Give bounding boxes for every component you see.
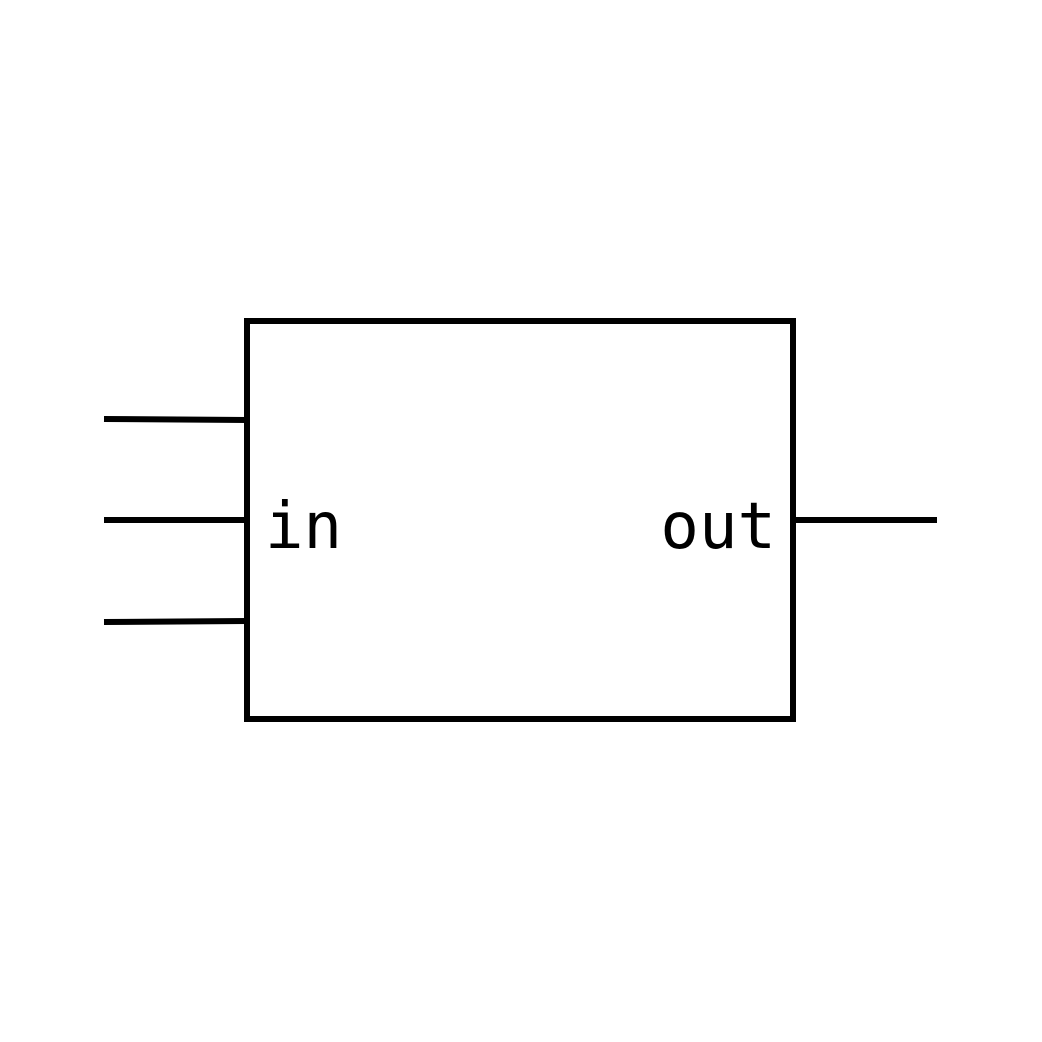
output-port-label: out: [660, 490, 776, 564]
input-wire-top: [103, 416, 248, 423]
input-wire-bottom: [103, 618, 248, 625]
input-port-label: in: [265, 490, 342, 564]
function-block: [244, 318, 796, 722]
